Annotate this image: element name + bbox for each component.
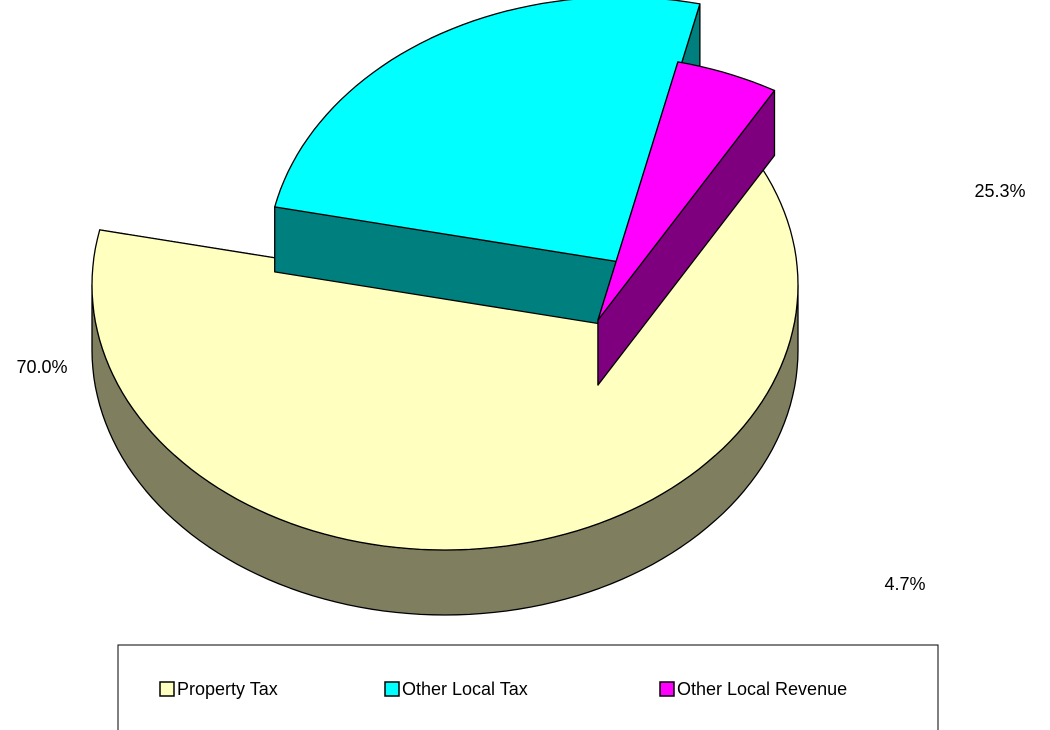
slice: [597, 61, 776, 321]
legend-box: [117, 644, 939, 730]
legend-label: Other Local Tax: [402, 679, 528, 699]
legend-label: Property Tax: [177, 679, 278, 699]
slice: [274, 0, 701, 263]
legend-label: Other Local Revenue: [677, 679, 847, 699]
data-label: 4.7%: [884, 574, 925, 594]
legend-swatch: [659, 681, 675, 697]
data-label: 70.0%: [16, 357, 67, 377]
legend-swatch: [159, 681, 175, 697]
data-label: 25.3%: [974, 181, 1025, 201]
legend-swatch: [384, 681, 400, 697]
